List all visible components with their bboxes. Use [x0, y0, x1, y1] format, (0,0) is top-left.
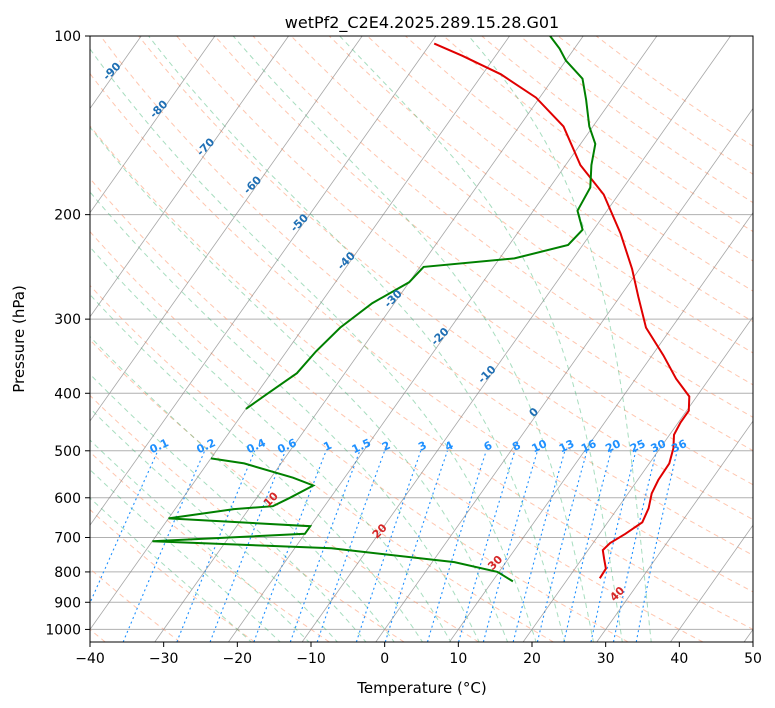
moist-adiabat-line — [468, 36, 652, 642]
y-tick-label: 100 — [54, 29, 81, 45]
y-tick-label: 700 — [54, 531, 81, 547]
mixing-ratio-line — [384, 450, 448, 642]
isotherm-line — [596, 420, 753, 642]
dry-adiabat-line — [90, 125, 753, 630]
mixing-ratio-label: 13 — [557, 437, 576, 455]
plot-frame — [89, 35, 754, 643]
moist-adiabat-line — [90, 126, 509, 642]
mixing-ratio-line — [590, 450, 637, 642]
mixing-ratio-line — [458, 450, 516, 642]
mixing-ratio-line — [209, 450, 287, 642]
mixing-ratio-line — [316, 450, 386, 642]
isotherm-line — [90, 36, 437, 526]
x-tick-label: 40 — [670, 651, 688, 667]
y-tick-label: 300 — [54, 312, 81, 328]
x-tick-label: −40 — [75, 651, 105, 667]
x-tick-label: −20 — [223, 651, 253, 667]
moist-adiabat-line — [148, 36, 566, 642]
dry-adiabat-line — [90, 284, 554, 642]
y-tick-label: 500 — [54, 444, 81, 460]
x-tick-label: 0 — [380, 651, 389, 667]
x-tick-label: −30 — [149, 651, 179, 667]
dry-adiabat-line — [100, 36, 753, 556]
moist-adiabat-line — [339, 36, 623, 642]
mixing-ratio-line — [563, 450, 612, 642]
mixing-ratio-line — [355, 450, 422, 642]
dry-adiabat-line — [290, 36, 753, 386]
isotherm-line — [301, 36, 731, 642]
dry-adiabat-line — [214, 36, 753, 452]
x-tick-label: 50 — [744, 651, 762, 667]
mixing-ratio-label: 20 — [603, 437, 623, 455]
dry-adiabat-line — [90, 230, 629, 642]
dry-adiabat-line — [90, 568, 181, 642]
mixing-ratio-label: 10 — [530, 437, 550, 455]
isotherm-line — [90, 36, 216, 214]
dewpoint-profile — [152, 457, 514, 583]
isotherm-line — [154, 36, 584, 642]
x-tick-label: 30 — [597, 651, 615, 667]
y-tick-label: 1000 — [45, 622, 81, 638]
x-tick-label: −10 — [296, 651, 326, 667]
moist-adiabat-line — [90, 407, 339, 642]
profiles — [152, 36, 691, 583]
dewpoint_upper-profile — [245, 36, 597, 410]
dry-adiabat-line — [367, 36, 753, 323]
mixing-ratio-lines — [90, 450, 678, 642]
y-tick-label: 600 — [54, 491, 81, 507]
moist-adiabat-line — [90, 246, 452, 642]
mixing-ratio-label: 16 — [579, 437, 599, 455]
moist-adiabat-line — [90, 373, 367, 642]
mixing-ratio-label: 30 — [649, 437, 669, 455]
pressure-gridlines — [90, 36, 753, 630]
mixing-ratio-line — [90, 450, 159, 605]
mixing-ratio-label: 36 — [669, 437, 689, 455]
y-axis: 1000 900 800 700 600 500 400 300 200 100 — [45, 29, 90, 638]
x-axis-label: Temperature (°C) — [356, 679, 486, 697]
temperature-profile — [433, 42, 691, 579]
moist-adiabat-line — [90, 497, 253, 642]
x-tick-label: 20 — [523, 651, 541, 667]
moist-adiabats — [90, 36, 652, 642]
dry-adiabat-line — [90, 451, 330, 642]
y-tick-label: 800 — [54, 565, 81, 581]
dry-adiabat-line — [90, 177, 704, 642]
mixing-ratio-line — [635, 450, 678, 642]
isotherm-line — [522, 316, 753, 642]
moist-adiabat-line — [232, 36, 594, 642]
isotherm-line — [90, 36, 289, 318]
dry-adiabat-line — [90, 339, 480, 642]
isotherm-line — [90, 36, 363, 422]
mixing-ratio-line — [612, 450, 657, 642]
isotherm-line — [375, 107, 753, 642]
chart-title: wetPf2_C2E4.2025.289.15.28.G01 — [285, 13, 559, 33]
y-tick-label: 400 — [54, 386, 81, 402]
y-tick-label: 900 — [54, 595, 81, 611]
mixing-ratio-line — [512, 450, 566, 642]
dry-adiabat-line — [138, 36, 753, 521]
mixing-ratio-line — [176, 450, 256, 642]
mixing-ratio-line — [426, 450, 487, 642]
mixing-ratio-label: 25 — [628, 437, 647, 455]
isotherm-line — [228, 36, 658, 642]
y-tick-label: 200 — [54, 208, 81, 224]
plot-background — [90, 36, 753, 642]
mixing-ratio-line — [536, 450, 588, 642]
isotherms — [90, 36, 753, 642]
isotherm-line — [449, 211, 753, 642]
y-axis-label: Pressure (hPa) — [10, 285, 28, 393]
x-tick-label: 10 — [449, 651, 467, 667]
mixing-ratio-line — [253, 450, 327, 642]
moist-adiabat-line — [90, 191, 480, 642]
x-axis: −40 −30 −20 −10 0 10 20 30 40 50 — [75, 642, 762, 667]
moist-adiabat-line — [90, 439, 310, 642]
isotherm-line — [670, 524, 753, 642]
